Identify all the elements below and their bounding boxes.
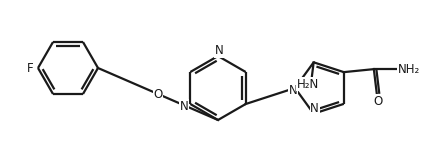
Text: N: N xyxy=(180,99,189,112)
Text: O: O xyxy=(373,95,382,108)
Text: F: F xyxy=(27,61,33,75)
Text: N: N xyxy=(215,45,224,57)
Text: N: N xyxy=(310,102,319,115)
Text: NH₂: NH₂ xyxy=(398,63,420,76)
Text: H₂N: H₂N xyxy=(297,78,319,91)
Text: N: N xyxy=(289,84,297,98)
Text: O: O xyxy=(154,87,163,100)
